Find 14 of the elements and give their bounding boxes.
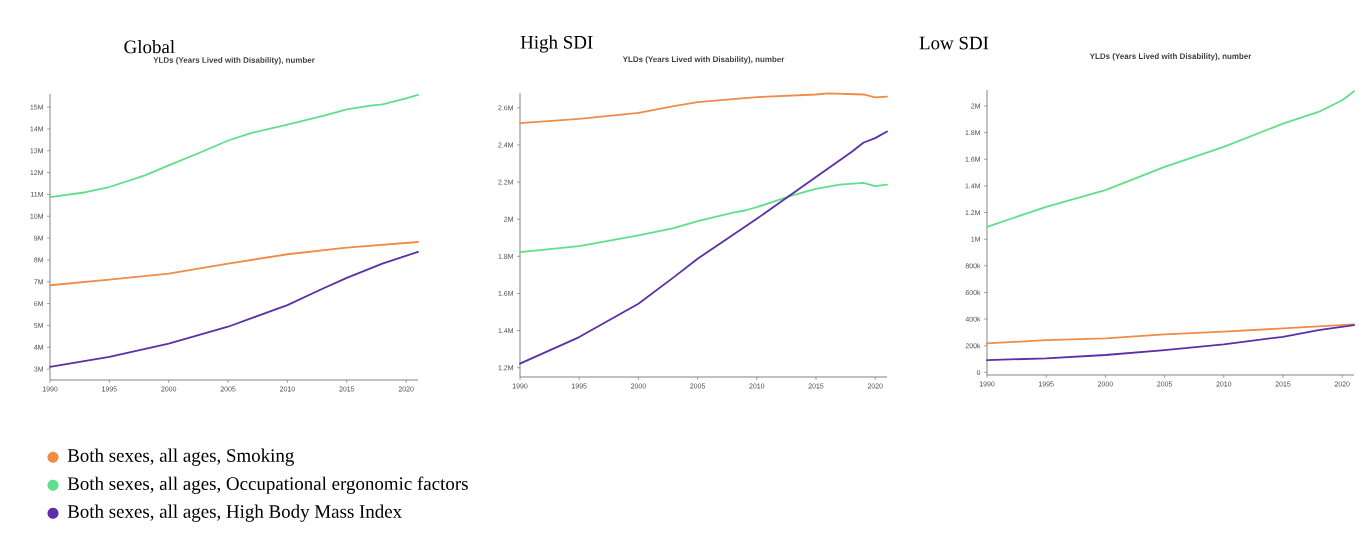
chart-title: Low SDI <box>919 36 989 50</box>
line-series <box>49 241 419 287</box>
line-series <box>986 324 1355 361</box>
line-series <box>519 181 888 253</box>
line-series <box>49 250 419 368</box>
legend-label: Both sexes, all ages, High Body Mass Index <box>67 504 402 522</box>
line-series <box>519 92 888 124</box>
chart-title: High SDI <box>520 35 593 53</box>
line-series <box>519 130 888 365</box>
line-series <box>986 90 1355 228</box>
chart-title: Global <box>124 39 175 54</box>
legend-label: Both sexes, all ages, Smoking <box>67 448 294 466</box>
line-series <box>49 93 419 198</box>
legend-label: Both sexes, all ages, Occupational ergonomic factors <box>67 476 468 494</box>
